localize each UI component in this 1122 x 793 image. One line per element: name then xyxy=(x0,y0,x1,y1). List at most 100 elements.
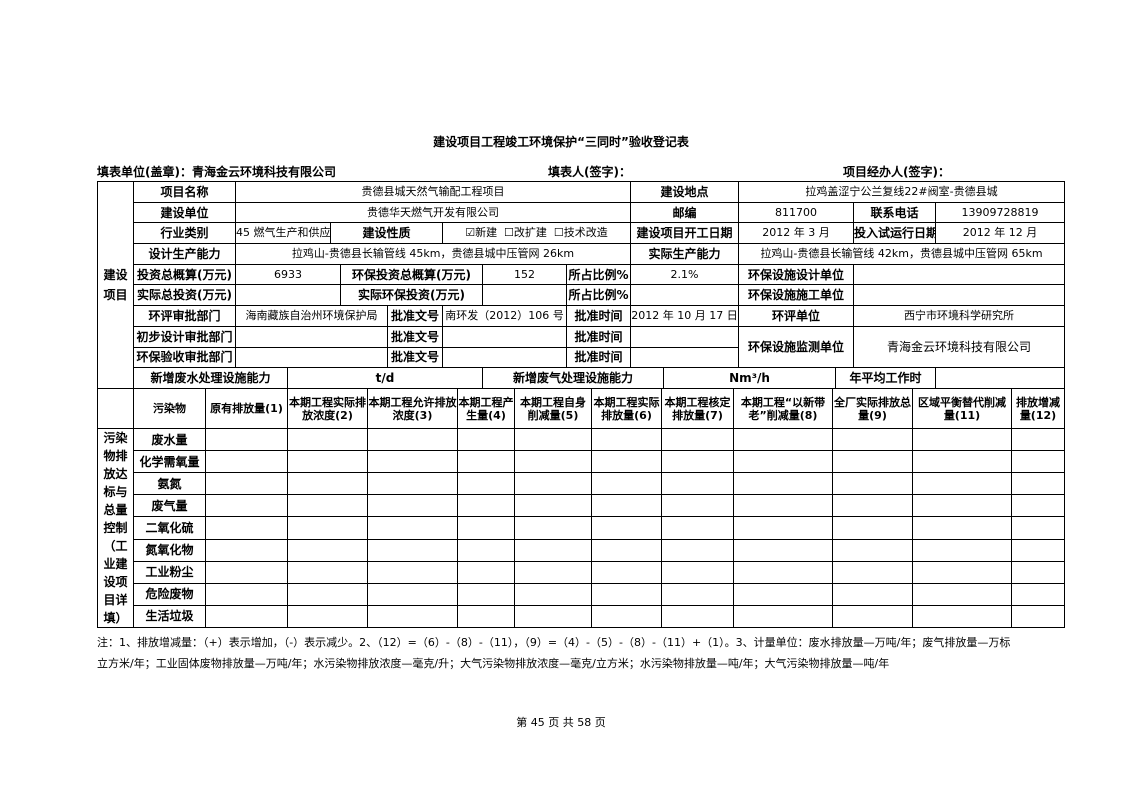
builder: 贵德华天燃气开发有限公司 xyxy=(235,201,631,224)
label: 建设性质 xyxy=(330,222,443,245)
design-capacity: 拉鸡山-贵德县长输管线 45km，贵德县城中压管网 26km xyxy=(235,243,631,265)
value-cell xyxy=(205,604,288,629)
value-cell xyxy=(287,450,368,474)
pollution-section: 污染物 原有排放量(1) 本期工程实际排放浓度(2) 本期工程允许排放浓度(3) 本期工… xyxy=(97,388,1065,674)
label: 行业类别 xyxy=(133,222,236,245)
prelim-time xyxy=(629,325,740,348)
value-cell xyxy=(832,450,913,474)
value-cell xyxy=(733,538,833,562)
value-cell xyxy=(205,472,288,496)
value-cell xyxy=(1011,560,1065,584)
table-row: 化学需氧量 xyxy=(98,450,1065,474)
value-cell xyxy=(1011,494,1065,518)
value-cell xyxy=(1011,582,1065,606)
table-row: 生活垃圾 xyxy=(98,604,1065,629)
column-header: 排放增减量(12) xyxy=(1011,388,1065,429)
column-header: 本期工程“以新带老”削减量(8) xyxy=(733,388,833,429)
column-header: 区域平衡替代削减量(11) xyxy=(912,388,1012,429)
start-date: 2012 年 3 月 xyxy=(738,222,855,245)
value-cell xyxy=(457,450,515,474)
table-row: 工业粉尘 xyxy=(98,560,1065,584)
value-cell xyxy=(367,472,458,496)
value-cell xyxy=(1011,427,1065,452)
label: 环评单位 xyxy=(738,305,855,327)
table-row: 氮氧化物 xyxy=(98,538,1065,562)
value-cell xyxy=(661,560,734,584)
value-cell xyxy=(287,427,368,452)
value-cell xyxy=(1011,604,1065,629)
env-investment: 152 xyxy=(482,263,567,286)
value-cell xyxy=(912,516,1012,540)
value-cell xyxy=(205,427,288,452)
value-cell xyxy=(733,560,833,584)
label: 初步设计审批部门 xyxy=(133,325,236,348)
gas-capacity: Nm³/h xyxy=(662,367,837,389)
label: 所占比例% xyxy=(566,263,631,286)
value-cell xyxy=(1011,516,1065,540)
value-cell xyxy=(1011,472,1065,496)
value-cell xyxy=(661,494,734,518)
label: 所占比例% xyxy=(566,284,631,307)
pollutant-name: 工业粉尘 xyxy=(133,560,206,584)
value-cell xyxy=(367,516,458,540)
value-cell xyxy=(514,494,592,518)
eia-time: 2012 年 10 月 17 日 xyxy=(629,305,740,327)
value-cell xyxy=(591,516,662,540)
value-cell xyxy=(367,560,458,584)
label: 环评审批部门 xyxy=(133,305,236,327)
filler-signature: 填表人(签字)： xyxy=(548,165,631,179)
column-header: 全厂实际排放总量(9) xyxy=(832,388,913,429)
value-cell xyxy=(205,538,288,562)
prelim-doc xyxy=(442,325,567,348)
value-cell xyxy=(912,604,1012,629)
value-cell xyxy=(457,494,515,518)
handler-signature: 项目经办人(签字)： xyxy=(843,165,950,179)
column-header: 本期工程实际排放浓度(2) xyxy=(287,388,368,429)
actual-env-investment xyxy=(482,284,567,307)
label: 邮编 xyxy=(629,201,740,224)
corner-cell xyxy=(97,388,134,429)
table-row: 污染物排放达标与总量控制（工业建设项目详填） 废水量 xyxy=(97,427,1065,628)
accept-dept xyxy=(235,346,388,369)
label: 批准文号 xyxy=(387,346,443,369)
annual-hours xyxy=(935,367,1066,389)
value-cell xyxy=(514,604,592,629)
value-cell xyxy=(733,516,833,540)
pollutant-name: 化学需氧量 xyxy=(133,450,206,474)
value-cell xyxy=(661,472,734,496)
label: 批准时间 xyxy=(566,346,631,369)
pollutant-name: 废水量 xyxy=(133,427,206,452)
label: 环保设施施工单位 xyxy=(738,284,855,307)
pollution-side-label: 污染物排放达标与总量控制（工业建设项目详填） xyxy=(97,428,134,628)
value-cell xyxy=(832,472,913,496)
value-cell xyxy=(287,582,368,606)
page-title: 建设项目工程竣工环境保护“三同时”验收登记表 xyxy=(433,135,689,149)
phone: 13909728819 xyxy=(935,201,1066,224)
label: 新增废水处理设施能力 xyxy=(133,367,288,389)
project-name: 贵德县城天然气输配工程项目 xyxy=(235,181,631,203)
column-header: 原有排放量(1) xyxy=(205,388,288,429)
value-cell xyxy=(457,472,515,496)
value-cell xyxy=(287,516,368,540)
pollutant-name: 危险废物 xyxy=(133,582,206,606)
value-cell xyxy=(591,472,662,496)
value-cell xyxy=(591,582,662,606)
value-cell xyxy=(514,472,592,496)
value-cell xyxy=(367,427,458,452)
prelim-dept xyxy=(235,325,388,348)
table-row: 氨氮 xyxy=(98,472,1065,496)
label: 投资总概算(万元) xyxy=(133,263,236,286)
value-cell xyxy=(367,494,458,518)
label: 建设项目开工日期 xyxy=(629,222,740,245)
value-cell xyxy=(514,538,592,562)
label: 批准时间 xyxy=(566,305,631,327)
eia-unit: 西宁市环境科学研究所 xyxy=(853,305,1066,327)
value-cell xyxy=(912,472,1012,496)
value-cell xyxy=(661,427,734,452)
value-cell xyxy=(591,560,662,584)
value-cell xyxy=(912,450,1012,474)
label: 环保设施设计单位 xyxy=(738,263,855,286)
value-cell xyxy=(205,450,288,474)
value-cell xyxy=(912,427,1012,452)
monitor-unit: 青海金云环境科技有限公司 xyxy=(853,325,1066,369)
